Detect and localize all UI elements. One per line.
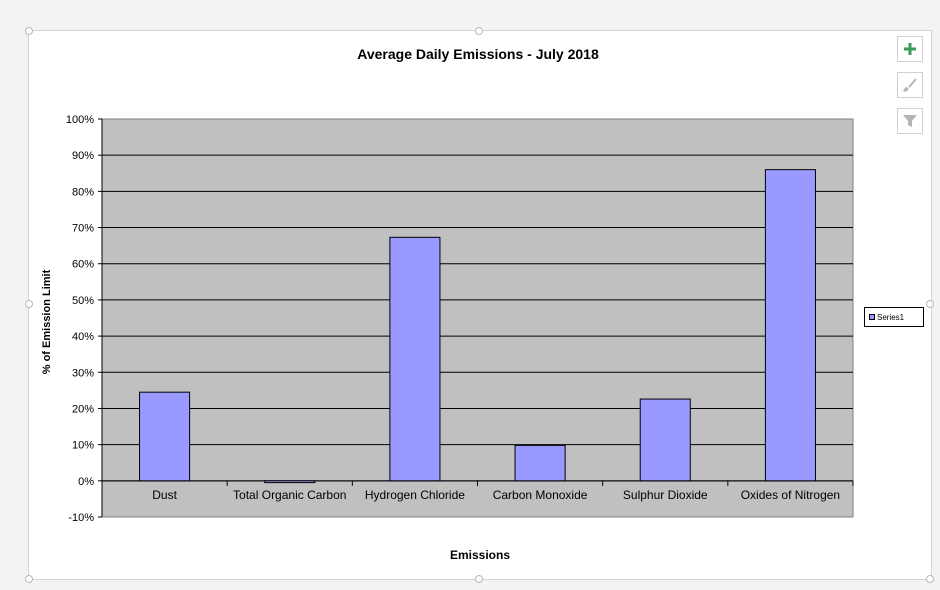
legend-swatch: [869, 314, 875, 320]
resize-handle-top-left[interactable]: [25, 27, 33, 35]
resize-handle-left[interactable]: [25, 300, 33, 308]
y-tick-label: 60%: [72, 259, 94, 271]
resize-handle-top[interactable]: [475, 27, 483, 35]
x-tick-label: Hydrogen Chloride: [365, 488, 465, 502]
x-tick-label: Carbon Monoxide: [493, 488, 588, 502]
bar: [514, 444, 566, 482]
resize-handle-right[interactable]: [926, 300, 934, 308]
chart-title: Average Daily Emissions - July 2018: [357, 46, 599, 62]
filter-icon: [903, 115, 917, 127]
y-tick-label: 10%: [72, 440, 94, 452]
x-tick-label: Total Organic Carbon: [233, 488, 346, 502]
y-tick-label: 30%: [72, 367, 94, 379]
y-tick-label: 40%: [72, 331, 94, 343]
x-tick-label: Sulphur Dioxide: [623, 488, 708, 502]
y-tick-label: 50%: [72, 295, 94, 307]
y-tick-label: 100%: [66, 114, 94, 126]
y-tick-label: 0%: [78, 476, 94, 488]
y-tick-label: 80%: [72, 186, 94, 198]
legend-series-label: Series1: [877, 312, 905, 322]
x-tick-label: Oxides of Nitrogen: [741, 488, 840, 502]
resize-handle-bottom-left[interactable]: [25, 575, 33, 583]
chart-filters-button[interactable]: [897, 108, 923, 134]
y-tick-label: 70%: [72, 223, 94, 235]
chart-elements-button[interactable]: [897, 36, 923, 62]
bar: [264, 480, 316, 484]
bar: [389, 236, 441, 482]
y-tick-label: 90%: [72, 150, 94, 162]
plus-icon: [904, 43, 916, 55]
resize-handle-bottom[interactable]: [475, 575, 483, 583]
x-axis-label: Emissions: [450, 548, 510, 562]
resize-handle-bottom-right[interactable]: [926, 575, 934, 583]
chart-styles-button[interactable]: [897, 72, 923, 98]
bar: [139, 391, 191, 482]
y-tick-label: -10%: [68, 512, 94, 524]
y-tick-label: 20%: [72, 403, 94, 415]
bar: [639, 398, 691, 482]
plot-area: [101, 118, 854, 518]
paintbrush-icon: [903, 78, 917, 92]
bar: [764, 169, 816, 482]
chart-legend[interactable]: Series1: [864, 307, 924, 327]
x-tick-label: Dust: [152, 488, 177, 502]
y-axis-label: % of Emission Limit: [41, 269, 53, 374]
